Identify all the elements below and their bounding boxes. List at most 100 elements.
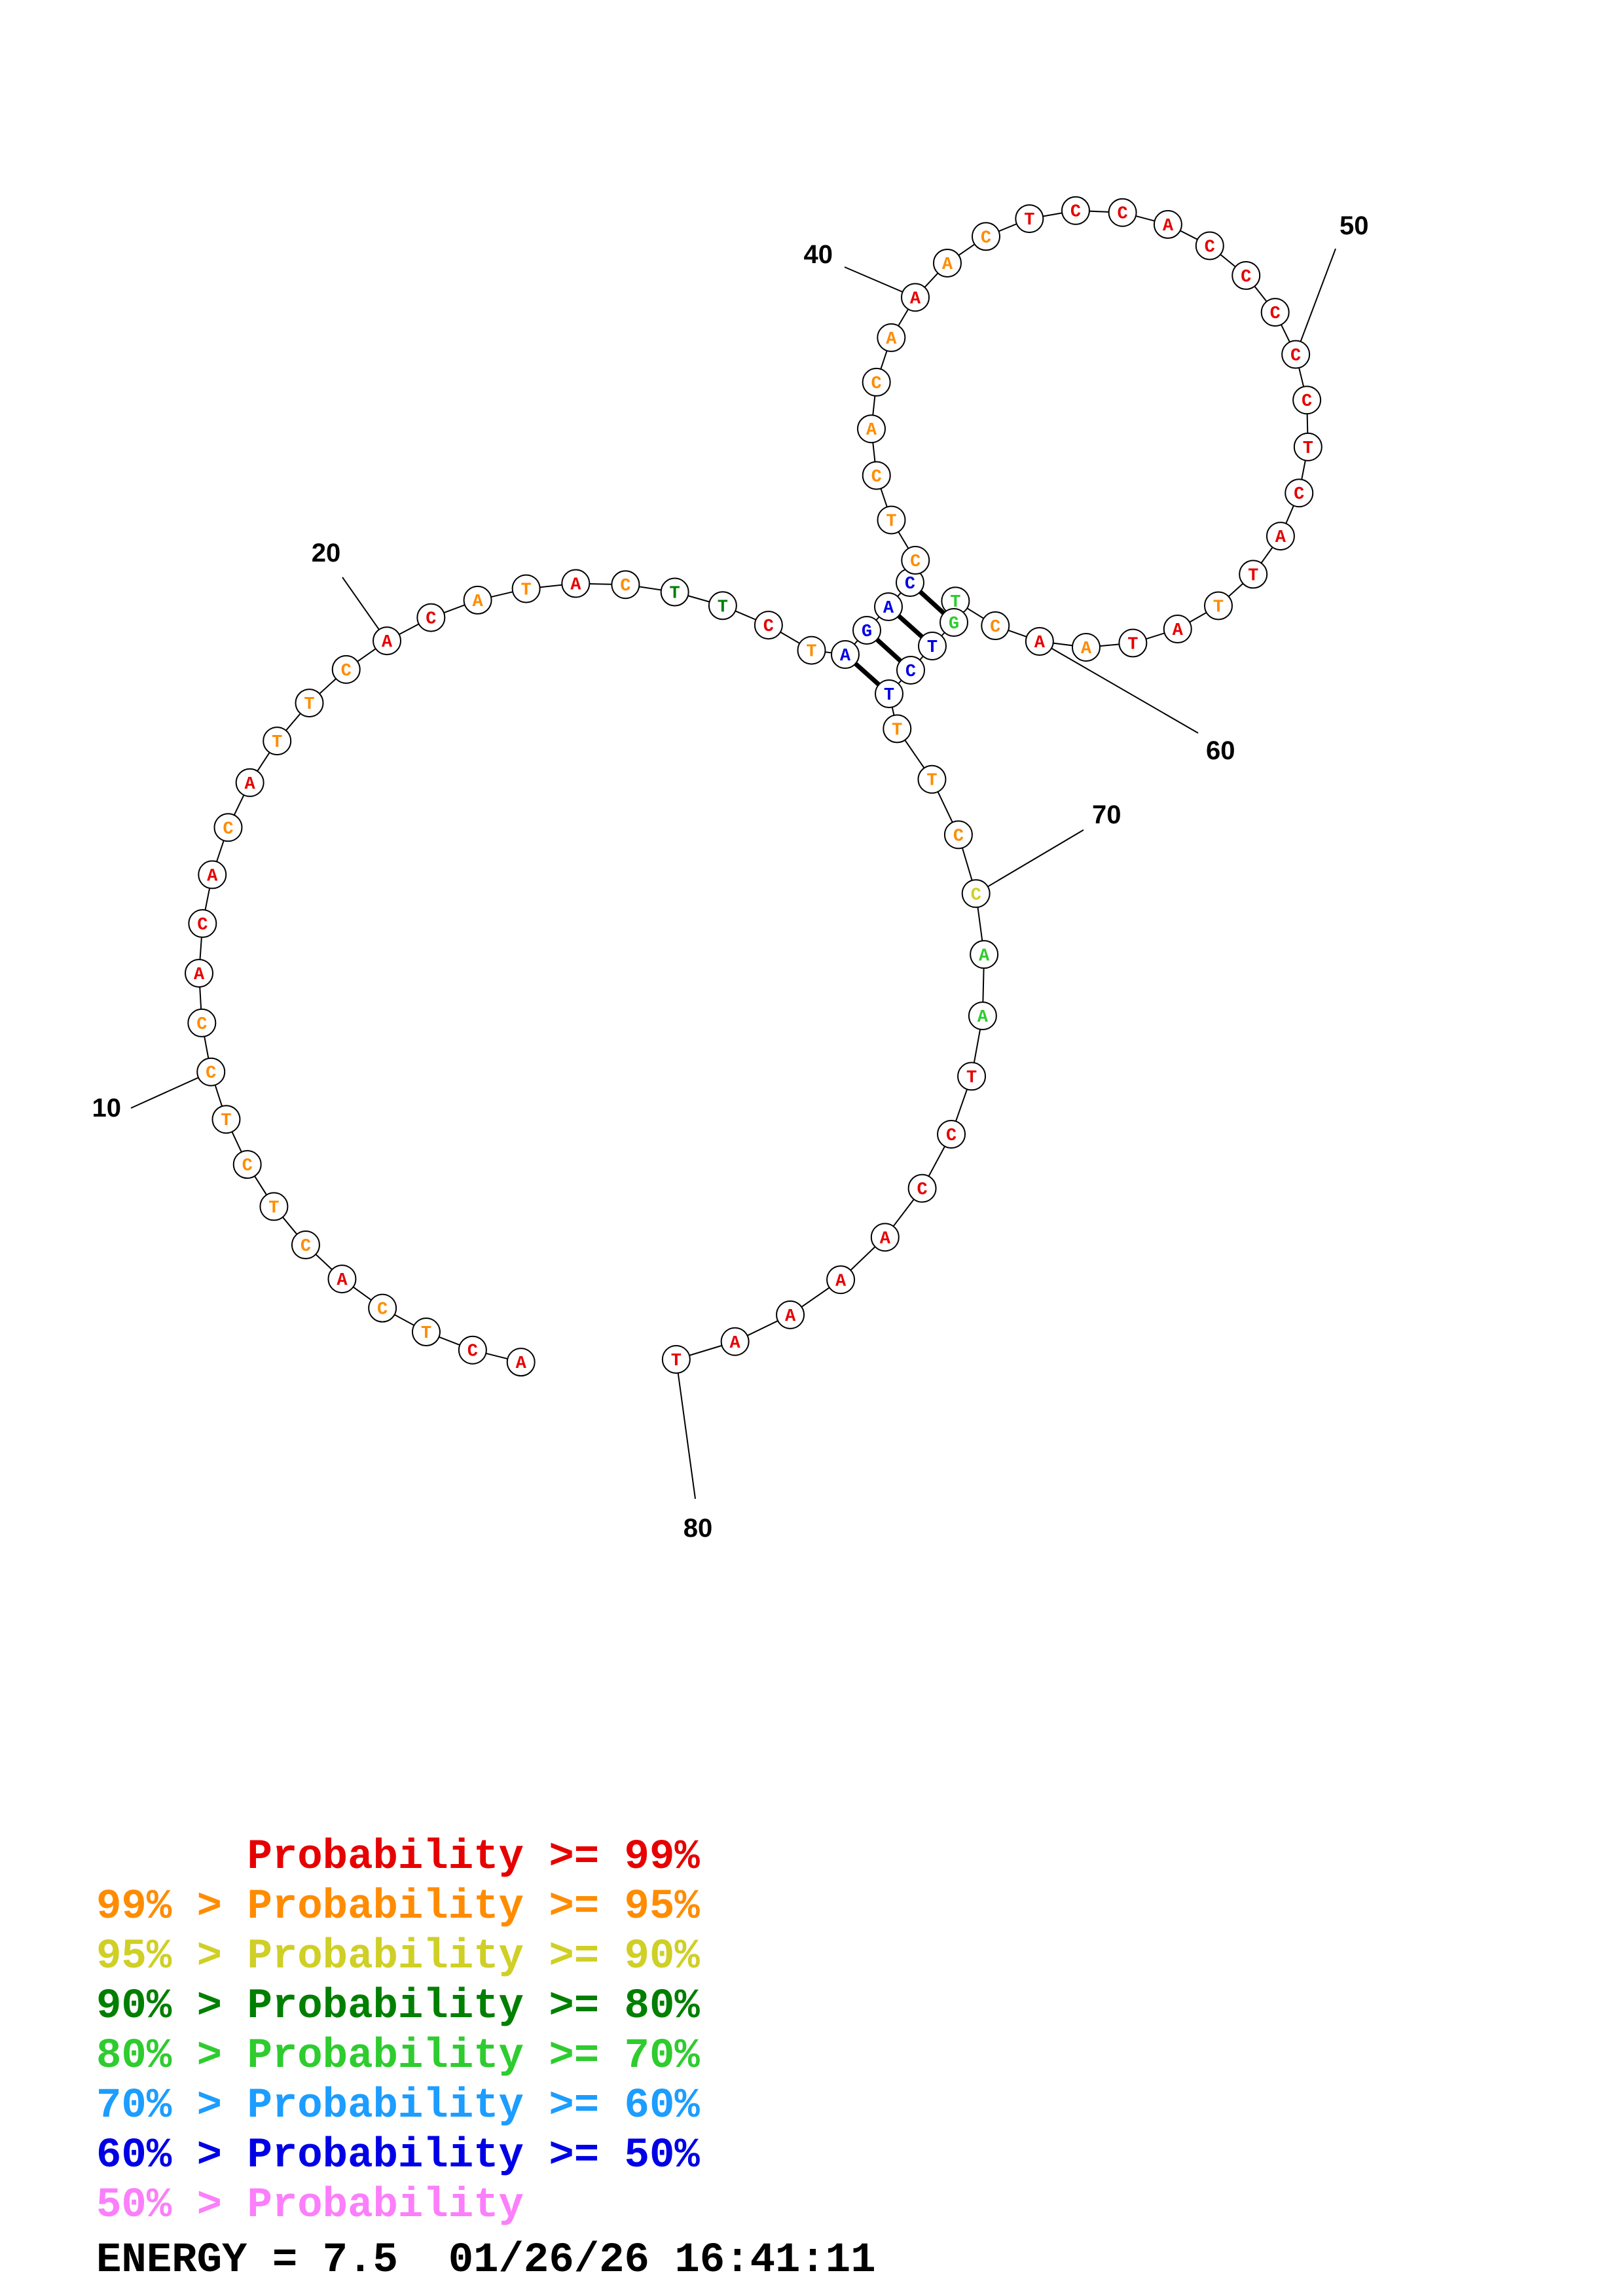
- nucleotide-base: T: [718, 598, 728, 617]
- nucleotide-circle: [917, 764, 947, 794]
- nucleotide-circle: [188, 909, 217, 939]
- nucleotide-base: T: [1127, 636, 1138, 655]
- position-label-70: 70: [1092, 800, 1122, 829]
- nucleotide-base: C: [946, 1126, 957, 1146]
- position-label-50: 50: [1340, 211, 1369, 240]
- nucleotide-base: C: [910, 552, 921, 572]
- nucleotide-circle: [331, 655, 361, 684]
- nucleotide-base: C: [1070, 203, 1081, 223]
- nucleotide-base: T: [1303, 439, 1313, 459]
- nucleotide-base: C: [223, 819, 233, 839]
- nucleotide-base: T: [1024, 211, 1034, 230]
- nucleotide-circle: [259, 1192, 289, 1221]
- legend-row-99: Probability >= 99%: [96, 1834, 700, 1881]
- nucleotide-circle: [1281, 340, 1311, 369]
- nucleotide-base: A: [840, 647, 851, 666]
- nucleotide-base: C: [341, 662, 352, 681]
- nucleotide-circle: [660, 577, 689, 607]
- nucleotide-base: A: [886, 330, 897, 350]
- nucleotide-circle: [263, 726, 292, 756]
- nucleotide-base: A: [1034, 634, 1046, 653]
- probability-legend: Probability >= 99% 99% > Probability >= …: [96, 1833, 700, 2231]
- nucleotide-base: A: [835, 1272, 847, 1291]
- nucleotide-base: C: [1270, 304, 1281, 324]
- nucleotide-base: C: [981, 228, 991, 248]
- nucleotide-base: A: [382, 633, 393, 653]
- nucleotide-circle: [198, 860, 227, 889]
- nucleotide-base: A: [570, 576, 581, 596]
- nucleotide-circle: [1118, 628, 1148, 658]
- nucleotide-circle: [943, 820, 973, 850]
- nucleotide-circle: [213, 813, 243, 842]
- nucleotide-circle: [463, 585, 492, 615]
- nucleotide-circle: [754, 611, 783, 640]
- position-tick-line: [976, 829, 1084, 895]
- nucleotide-circle: [939, 608, 968, 637]
- nucleotide-base: C: [377, 1300, 388, 1320]
- nucleotide-circle: [411, 1318, 441, 1347]
- nucleotide-base: A: [337, 1271, 348, 1291]
- nucleotide-base: C: [1294, 485, 1304, 505]
- nucleotide-circle: [862, 461, 891, 490]
- nucleotide-circle: [970, 940, 999, 969]
- nucleotide-circle: [416, 603, 446, 632]
- nucleotide-base: C: [905, 575, 915, 594]
- nucleotide-circle: [720, 1327, 750, 1356]
- nucleotide-circle: [1071, 632, 1101, 662]
- nucleotide-base: T: [966, 1068, 977, 1088]
- nucleotide-circle: [937, 1119, 966, 1149]
- nucleotide-circle: [877, 505, 906, 535]
- nucleotide-circle: [211, 1105, 241, 1134]
- nucleotide-base: C: [990, 618, 1000, 637]
- nucleotide-circle: [932, 248, 962, 278]
- nucleotide-base: A: [866, 421, 877, 440]
- nucleotide-circle: [511, 574, 541, 603]
- nucleotide-base: C: [917, 1181, 928, 1200]
- nucleotide-circle: [458, 1335, 487, 1365]
- nucleotide-circle: [1061, 196, 1090, 225]
- nucleotide-circle: [857, 414, 886, 444]
- nucleotide-circle: [232, 1150, 262, 1179]
- nucleotide-circle: [1239, 560, 1268, 589]
- nucleotide-base: C: [871, 467, 882, 487]
- nucleotide-circle: [971, 222, 1000, 251]
- nucleotide-base: C: [467, 1342, 478, 1362]
- nucleotide-base: C: [905, 662, 916, 682]
- nucleotide-base: T: [950, 593, 960, 613]
- nucleotide-base: T: [221, 1111, 231, 1131]
- nucleotide-base: T: [272, 733, 282, 753]
- nucleotide-base: T: [521, 581, 532, 600]
- nucleotide-circle: [901, 546, 930, 575]
- nucleotide-base: C: [953, 827, 964, 846]
- nucleotide-circle: [797, 636, 826, 665]
- nucleotide-circle: [852, 616, 881, 645]
- nucleotide-base: C: [196, 1015, 207, 1035]
- nucleotide-base: T: [1248, 566, 1258, 586]
- nucleotide-base: T: [268, 1198, 279, 1218]
- nucleotide-base: C: [620, 577, 630, 596]
- energy-line: ENERGY = 7.5 01/26/26 16:41:11: [96, 2237, 876, 2284]
- nucleotide-circle: [1108, 198, 1137, 227]
- nucleotide-circle: [918, 632, 947, 660]
- position-label-60: 60: [1206, 736, 1235, 765]
- nucleotide-base: A: [194, 965, 205, 985]
- nucleotide-circle: [968, 1001, 997, 1031]
- nucleotide-circle: [1025, 626, 1054, 656]
- nucleotide-circle: [708, 591, 737, 620]
- nucleotide-circle: [874, 592, 903, 621]
- position-label-20: 20: [312, 539, 341, 567]
- nucleotide-base: T: [892, 721, 902, 740]
- nucleotide-base: C: [871, 374, 882, 394]
- nucleotide-base: T: [926, 772, 937, 791]
- nucleotide-circle: [1163, 615, 1192, 644]
- nucleotide-base: C: [763, 617, 774, 637]
- nucleotide-base: A: [942, 255, 953, 275]
- nucleotide-circle: [1260, 298, 1290, 327]
- nucleotide-circle: [907, 1174, 937, 1203]
- nucleotide-base: T: [304, 695, 314, 715]
- position-tick-line: [130, 1071, 211, 1109]
- nucleotide-base: A: [880, 1229, 891, 1249]
- legend-row-50: 60% > Probability >= 50%: [96, 2132, 700, 2179]
- nucleotide-base: A: [1081, 639, 1092, 659]
